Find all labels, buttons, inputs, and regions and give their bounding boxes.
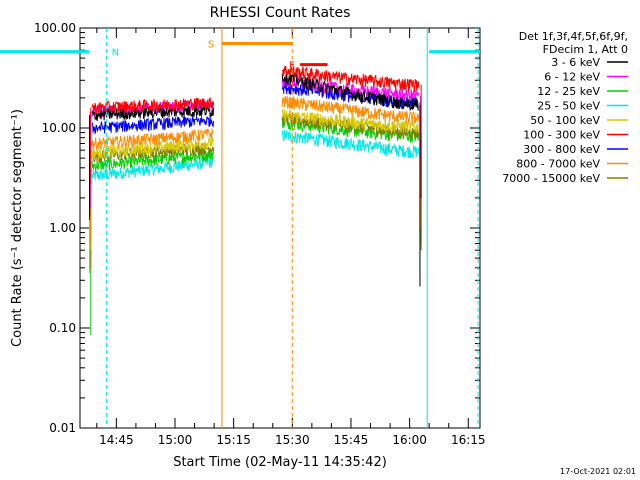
y-axis-label: Count Rate (s⁻¹ detector segment⁻¹) <box>10 109 25 347</box>
legend-header: FDecim 1, Att 0 <box>543 43 628 56</box>
series-3_6keV <box>89 71 421 287</box>
series-100_300keV <box>90 65 422 198</box>
plot-area: 0.01 0.10 1.00 10.00 100.00 14:45 15:00 15:15 15… <box>0 21 486 447</box>
x-tick-label: 16:00 <box>392 433 427 447</box>
legend-entry-label: 3 - 6 keV <box>551 56 600 69</box>
timestamp: 17-Oct-2021 02:01 <box>560 467 636 476</box>
legend-entry-label: 25 - 50 keV <box>537 100 600 113</box>
series-line-segment-2 <box>281 129 420 159</box>
series-line-segment-2 <box>281 112 420 141</box>
legend: Det 1f,3f,4f,5f,6f,9f,FDecim 1, Att 03 -… <box>502 30 628 185</box>
legend-entry-label: 100 - 300 keV <box>523 129 600 142</box>
series-line-segment-1 <box>91 149 215 172</box>
series-line-segment-1 <box>91 114 215 135</box>
y-tick-label: 0.01 <box>49 421 76 435</box>
x-tick-label: 14:45 <box>99 433 134 447</box>
series-line-segment-1 <box>91 104 215 121</box>
x-tick-label: 15:00 <box>158 433 193 447</box>
y-tick-label: 10.00 <box>42 121 76 135</box>
legend-entry-label: 6 - 12 keV <box>544 71 600 84</box>
series-line-segment-2 <box>281 65 420 93</box>
n-marker-label: N <box>112 48 119 59</box>
chart-title: RHESSI Count Rates <box>210 5 351 21</box>
x-tick-label: 15:15 <box>216 433 251 447</box>
series-line-segment-2 <box>281 108 420 134</box>
series-line-segment-2 <box>281 95 420 124</box>
y-tick-label: 0.10 <box>49 321 76 335</box>
legend-entry-label: 7000 - 15000 keV <box>502 172 600 185</box>
series-line-segment-1 <box>91 141 215 163</box>
series-line-segment-1 <box>91 128 214 151</box>
x-axis-label: Start Time (02-May-11 14:35:42) <box>173 455 387 470</box>
x-tick-label: 16:15 <box>451 433 486 447</box>
legend-entry-label: 12 - 25 keV <box>537 85 600 98</box>
series-line-segment-1 <box>91 156 215 181</box>
s-marker-label: S <box>208 39 214 50</box>
series-line-segment-1 <box>91 136 215 160</box>
y-tick-label: 100.00 <box>34 21 76 35</box>
x-tick-label: 15:30 <box>275 433 310 447</box>
x-tick-label: 15:45 <box>334 433 369 447</box>
y-tick-label: 1.00 <box>49 221 76 235</box>
legend-entry-label: 800 - 7000 keV <box>516 158 600 171</box>
legend-entry-label: 50 - 100 keV <box>530 114 600 127</box>
legend-entry-label: 300 - 800 keV <box>523 143 600 156</box>
series-line-segment-1 <box>91 97 215 114</box>
legend-header: Det 1f,3f,4f,5f,6f,9f, <box>519 30 628 43</box>
f-marker-label: F <box>289 61 295 72</box>
series-line-segment-2 <box>281 71 419 112</box>
